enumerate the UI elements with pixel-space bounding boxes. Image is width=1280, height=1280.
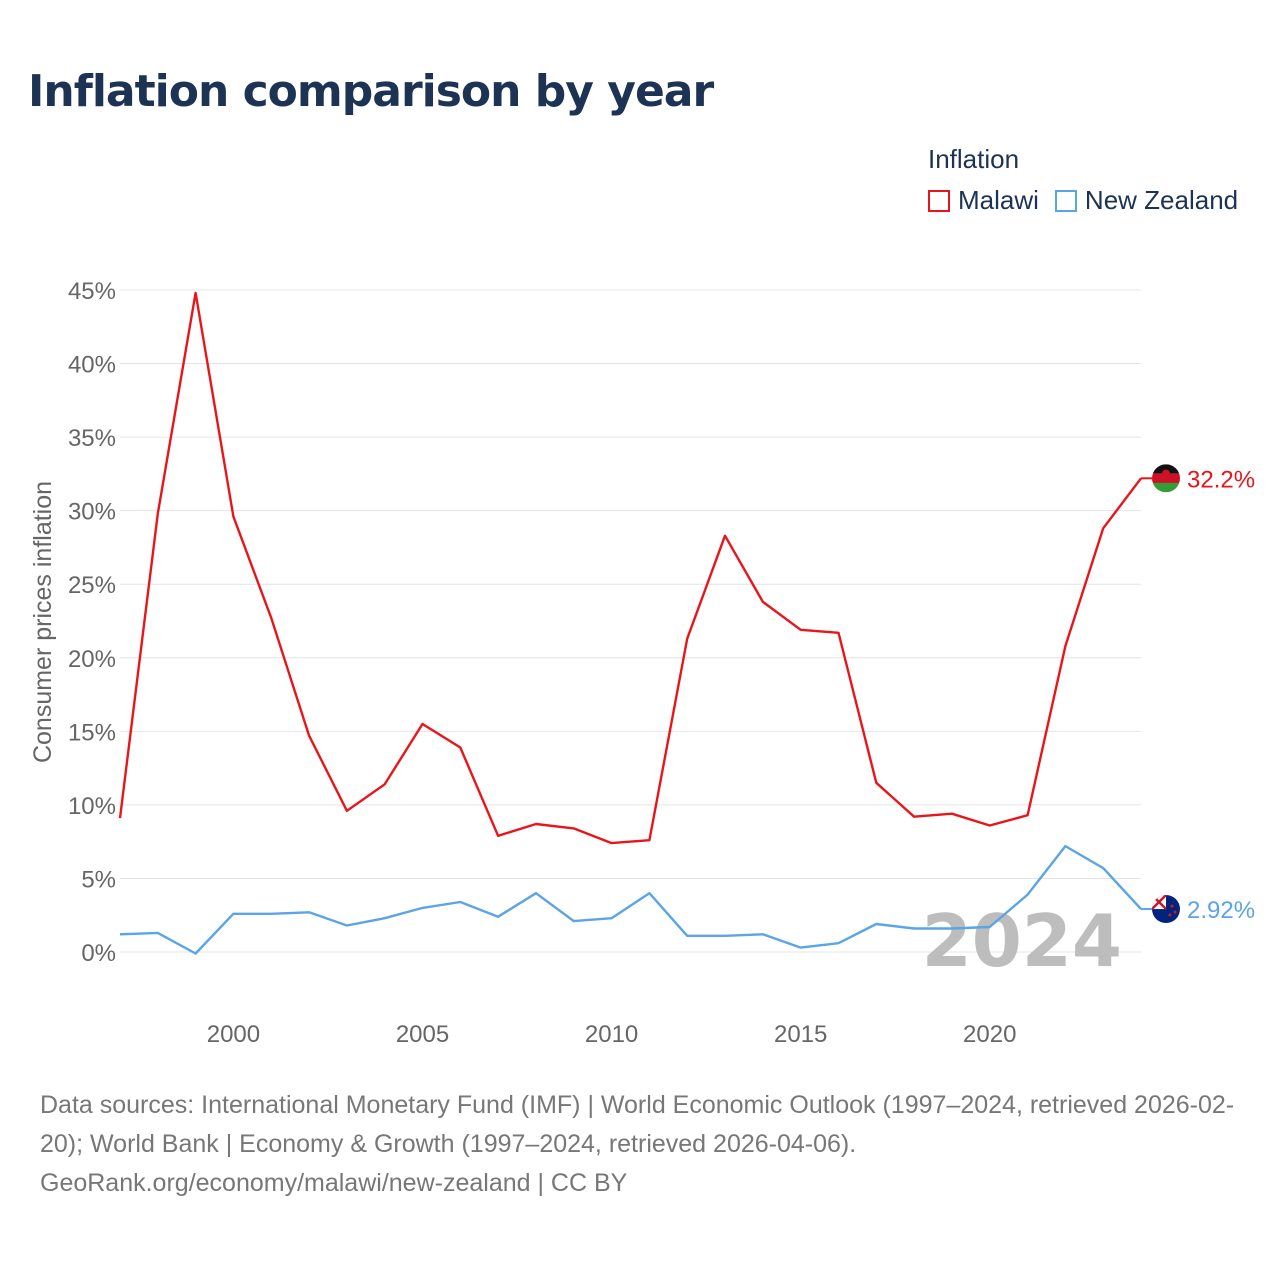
end-label-new-zealand: 2.92% bbox=[1187, 897, 1255, 924]
data-sources-note: Data sources: International Monetary Fun… bbox=[40, 1091, 1235, 1158]
end-markers: 32.2% 2.92% bbox=[1141, 464, 1255, 924]
inflation-line-chart: 0% 5% 10% 15% 20% 25% 30% 35% 40% 45% 2000 2005 201… bbox=[29, 278, 1255, 1048]
x-tick-label: 2010 bbox=[585, 1021, 638, 1048]
y-tick-label: 15% bbox=[68, 719, 116, 746]
series-lines bbox=[118, 291, 1142, 955]
gridlines bbox=[120, 289, 1141, 953]
x-tick-label: 2020 bbox=[963, 1021, 1016, 1048]
y-axis-ticks: 0% 5% 10% 15% 20% 25% 30% 35% 40% 45% bbox=[68, 278, 116, 967]
attribution-link[interactable]: GeoRank.org/economy/malawi/new-zealand |… bbox=[40, 1169, 628, 1197]
y-tick-label: 10% bbox=[68, 793, 116, 820]
end-label-malawi: 32.2% bbox=[1187, 466, 1255, 493]
legend-swatch-malawi bbox=[928, 189, 950, 212]
y-tick-label: 0% bbox=[81, 940, 116, 967]
y-tick-label: 45% bbox=[68, 278, 116, 305]
y-axis-label: Consumer prices inflation bbox=[29, 481, 57, 763]
legend-item-malawi[interactable]: Malawi bbox=[928, 185, 1039, 216]
year-watermark: 2024 bbox=[922, 899, 1122, 983]
chart-title: Inflation comparison by year bbox=[28, 66, 714, 117]
footer: Data sources: International Monetary Fun… bbox=[40, 1086, 1250, 1203]
y-tick-label: 40% bbox=[68, 352, 116, 379]
legend: Malawi New Zealand bbox=[928, 185, 1254, 216]
x-tick-label: 2000 bbox=[207, 1021, 260, 1048]
x-axis-ticks: 2000 2005 2010 2015 2020 bbox=[207, 1021, 1017, 1048]
flag-malawi-icon bbox=[1152, 464, 1180, 493]
y-tick-label: 5% bbox=[81, 866, 116, 893]
flag-new-zealand-icon bbox=[1152, 895, 1180, 924]
x-tick-label: 2015 bbox=[774, 1021, 827, 1048]
y-tick-label: 20% bbox=[68, 646, 116, 673]
legend-label-malawi: Malawi bbox=[958, 185, 1039, 215]
series-line-malawi[interactable] bbox=[118, 291, 1142, 845]
legend-label-new-zealand: New Zealand bbox=[1084, 185, 1239, 215]
series-line-new-zealand[interactable] bbox=[119, 844, 1142, 955]
y-tick-label: 30% bbox=[68, 499, 116, 526]
legend-swatch-new-zealand bbox=[1054, 189, 1077, 212]
legend-item-new-zealand[interactable]: New Zealand bbox=[1054, 185, 1239, 216]
y-tick-label: 25% bbox=[68, 572, 116, 599]
x-tick-label: 2005 bbox=[396, 1021, 449, 1048]
legend-title: Inflation bbox=[928, 144, 1020, 174]
y-tick-label: 35% bbox=[68, 425, 116, 452]
